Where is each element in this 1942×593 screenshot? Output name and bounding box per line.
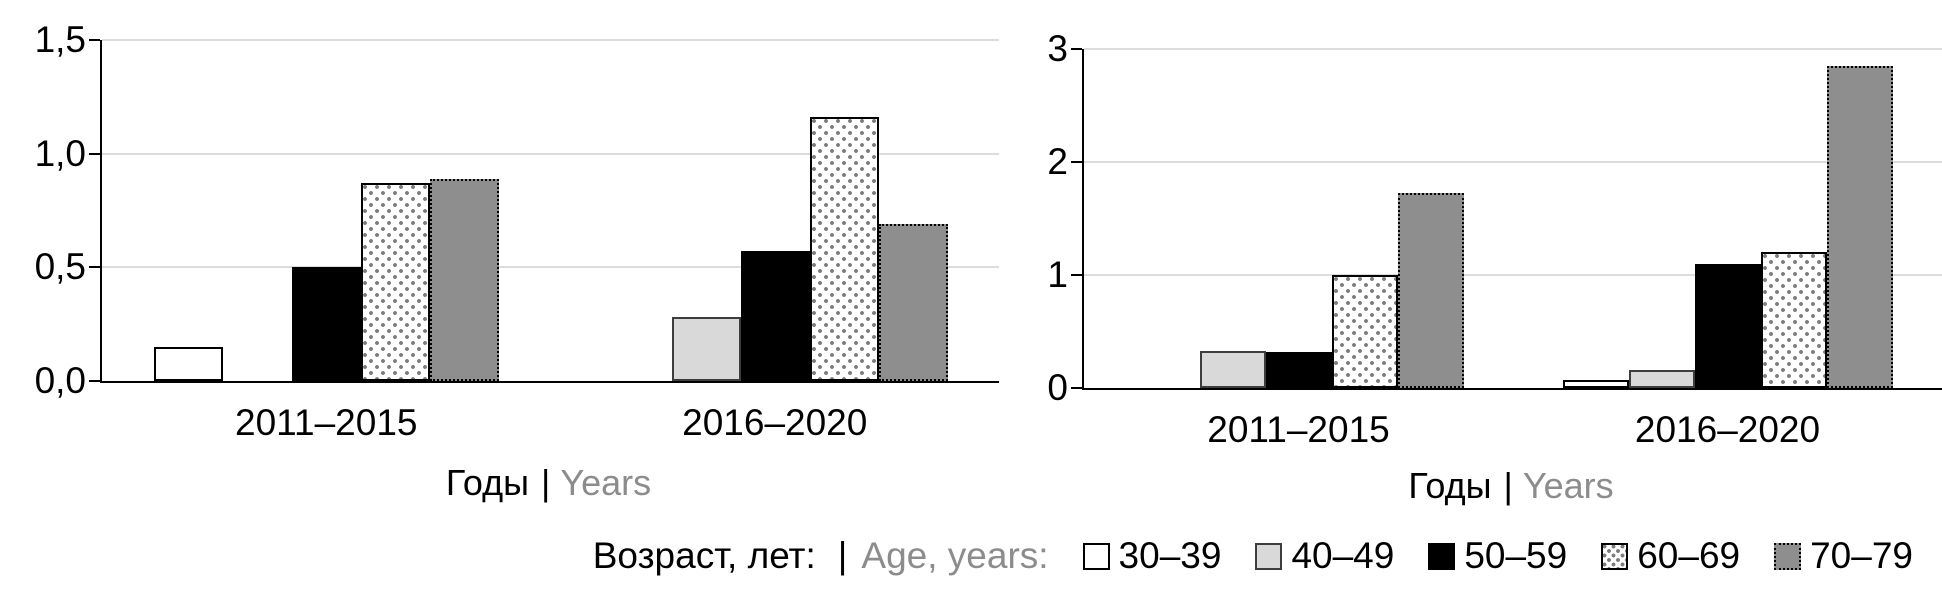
legend-item-70-79: 70–79	[1774, 534, 1913, 578]
bar-50–59-2011–2015	[292, 267, 361, 381]
bar-30–39-2016–2020	[1562, 380, 1629, 388]
gridline-2	[1084, 161, 1942, 163]
legend-item-60-69: 60–69	[1601, 534, 1740, 578]
x-axis-title-separator: |	[1503, 465, 1513, 506]
legend-swatch-light-gray-icon	[1255, 542, 1283, 570]
legend-swatch-dotted-icon	[1601, 542, 1629, 570]
y-axis-label-0: 0	[1047, 367, 1068, 408]
legend-label-30-39: 30–39	[1118, 535, 1222, 576]
y-axis-label-0,5: 0,5	[34, 246, 86, 288]
x-axis-title-en: Years	[560, 462, 652, 503]
legend-swatch-gray-icon	[1774, 542, 1802, 570]
y-axis-tick-1	[1071, 274, 1082, 276]
category-label-2011–2015: 2011–2015	[235, 402, 418, 443]
bar-60–69-2016–2020	[1760, 252, 1827, 388]
x-axis-title-left: Годы | Years	[100, 463, 997, 503]
bar-group-2011–2015	[154, 179, 499, 381]
y-axis-label-3: 3	[1047, 28, 1068, 69]
legend-title: Возраст, лет: | Age, years:	[593, 534, 1049, 578]
y-axis-tick-1,0	[89, 152, 100, 155]
bar-40–49-2016–2020	[1628, 370, 1695, 388]
x-axis-title-separator: |	[541, 462, 551, 503]
bar-40–49-2016–2020	[671, 317, 741, 381]
category-label-2011–2015: 2011–2015	[1207, 409, 1390, 450]
legend-label-60-69: 60–69	[1637, 535, 1741, 576]
gridline-1,0	[102, 152, 999, 155]
legend-item-50-59: 50–59	[1428, 534, 1567, 578]
y-axis-tick-0,0	[89, 380, 100, 382]
legend-swatch-white-icon	[1082, 542, 1110, 570]
legend-title-ru: Возраст, лет:	[592, 535, 816, 576]
chart-left-plot-area: 0,0 0,5 1,0 1,5 2011–2015 2016–2020	[35, 21, 999, 443]
bar-group-2016–2020	[1562, 66, 1893, 388]
bar-60–69-2011–2015	[361, 183, 430, 381]
legend-label-40-49: 40–49	[1291, 535, 1395, 576]
legend-title-separator: |	[837, 535, 848, 576]
bar-60–69-2011–2015	[1331, 275, 1398, 388]
y-axis-tick-2	[1071, 161, 1082, 163]
bar-50–59-2011–2015	[1265, 352, 1332, 388]
y-axis-tick-0,5	[89, 266, 100, 269]
category-label-2016–2020: 2016–2020	[682, 402, 868, 443]
x-axis-title-en: Years	[1522, 465, 1614, 506]
gridline-1	[1084, 274, 1942, 276]
legend: Возраст, лет: | Age, years: 30–39 40–49 …	[360, 534, 1913, 578]
y-axis-label-0,0: 0,0	[34, 360, 86, 401]
bar-50–59-2016–2020	[740, 251, 810, 381]
legend-swatch-black-icon	[1428, 542, 1456, 570]
bar-70–79-2011–2015	[430, 179, 499, 381]
bar-60–69-2016–2020	[809, 117, 879, 381]
bar-30–39-2011–2015	[154, 347, 223, 381]
y-axis-label-2: 2	[1047, 141, 1068, 182]
gridline-1,5	[102, 39, 999, 41]
legend-label-50-59: 50–59	[1464, 535, 1568, 576]
y-axis-tick-0	[1071, 387, 1082, 389]
legend-item-30-39: 30–39	[1082, 534, 1222, 578]
bar-40–49-2011–2015	[1199, 351, 1266, 388]
bar-70–79-2016–2020	[1826, 66, 1893, 388]
gridline-0,5	[102, 266, 999, 269]
x-axis-title-right: Годы | Years	[1082, 466, 1940, 506]
bar-70–79-2011–2015	[1397, 193, 1464, 388]
gridline-3	[1084, 48, 1942, 50]
bar-70–79-2016–2020	[878, 224, 948, 381]
legend-label-70-79: 70–79	[1810, 535, 1913, 576]
y-axis-label-1,0: 1,0	[34, 132, 86, 174]
y-axis-tick-3	[1071, 48, 1082, 50]
bar-group-2016–2020	[603, 117, 948, 381]
y-axis-tick-1,5	[89, 39, 100, 41]
category-label-2016–2020: 2016–2020	[1634, 409, 1821, 450]
x-axis-title-ru: Годы	[445, 462, 530, 503]
x-axis-title-ru: Годы	[1408, 465, 1492, 506]
y-axis-label-1,5: 1,5	[34, 19, 86, 60]
y-axis-label-1: 1	[1047, 254, 1068, 295]
chart-right-plot-area: 0 1 2 3 2011–2015 2016–2020	[1047, 30, 1942, 450]
legend-title-en: Age, years:	[861, 535, 1049, 576]
legend-item-40-49: 40–49	[1255, 534, 1394, 578]
bar-group-2011–2015	[1134, 193, 1464, 388]
bar-50–59-2016–2020	[1694, 264, 1761, 388]
